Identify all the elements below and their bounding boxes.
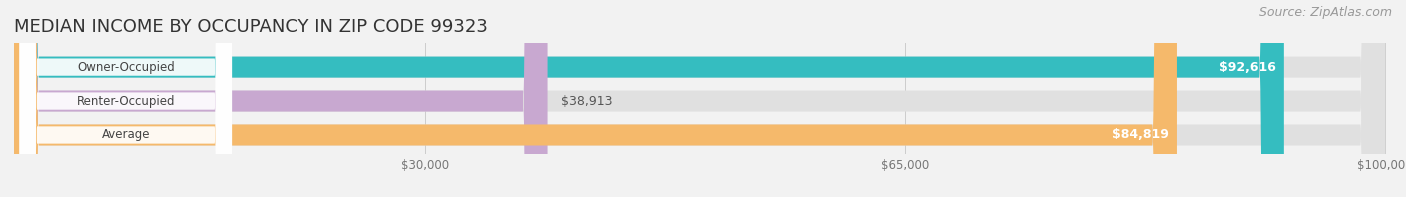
FancyBboxPatch shape	[14, 0, 547, 197]
Text: Renter-Occupied: Renter-Occupied	[76, 95, 176, 108]
Text: Source: ZipAtlas.com: Source: ZipAtlas.com	[1258, 6, 1392, 19]
Text: MEDIAN INCOME BY OCCUPANCY IN ZIP CODE 99323: MEDIAN INCOME BY OCCUPANCY IN ZIP CODE 9…	[14, 18, 488, 36]
Text: $84,819: $84,819	[1112, 128, 1168, 141]
Text: Owner-Occupied: Owner-Occupied	[77, 61, 174, 74]
FancyBboxPatch shape	[20, 0, 232, 197]
FancyBboxPatch shape	[20, 0, 232, 197]
FancyBboxPatch shape	[14, 0, 1284, 197]
FancyBboxPatch shape	[14, 0, 1385, 197]
Text: $92,616: $92,616	[1219, 61, 1275, 74]
FancyBboxPatch shape	[20, 0, 232, 197]
FancyBboxPatch shape	[14, 0, 1385, 197]
FancyBboxPatch shape	[14, 0, 1385, 197]
FancyBboxPatch shape	[14, 0, 1177, 197]
Text: Average: Average	[101, 128, 150, 141]
Text: $38,913: $38,913	[561, 95, 613, 108]
